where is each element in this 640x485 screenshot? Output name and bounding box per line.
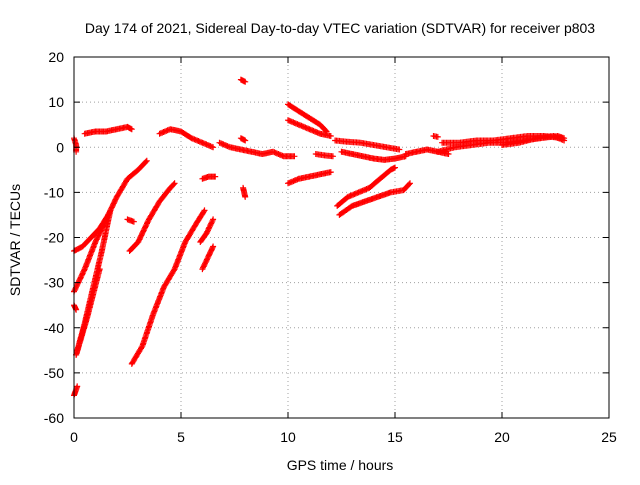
- data-point-markers: [156, 126, 217, 151]
- y-tick-label: -50: [44, 365, 64, 381]
- series-arc-14: [199, 243, 217, 273]
- x-tick-label: 15: [387, 429, 403, 445]
- data-point-markers: [71, 157, 150, 295]
- series-arc-11: [128, 207, 208, 367]
- data-point-markers: [81, 123, 135, 137]
- data-point-markers: [71, 302, 80, 313]
- series-arc-05: [71, 383, 81, 399]
- series-arc-06: [71, 302, 80, 313]
- y-tick-label: -20: [44, 230, 64, 246]
- data-point-markers: [197, 216, 217, 245]
- series-arc-17: [237, 76, 249, 85]
- series-arc-12: [156, 126, 217, 151]
- data-point-markers: [128, 207, 208, 367]
- series-arc-29: [430, 133, 441, 140]
- x-tick-label: 0: [70, 429, 78, 445]
- data-point-markers: [216, 139, 298, 160]
- series-arc-09: [126, 180, 178, 254]
- data-point-markers: [312, 151, 336, 160]
- series-arc-28: [402, 146, 452, 157]
- x-tick-label: 5: [177, 429, 185, 445]
- data-point-markers: [237, 135, 249, 144]
- series-arc-32: [499, 133, 568, 148]
- data-points-layer: [71, 76, 568, 399]
- y-tick-label: -10: [44, 184, 64, 200]
- x-tick-label: 10: [280, 429, 296, 445]
- data-point-markers: [430, 133, 441, 140]
- series-arc-25: [338, 148, 409, 163]
- series-arc-02: [71, 157, 150, 295]
- series-arc-27: [336, 180, 413, 218]
- y-tick-label: 0: [56, 139, 64, 155]
- y-axis-title: SDTVAR / TECUs: [7, 184, 23, 296]
- data-point-markers: [199, 173, 219, 182]
- series-arc-15: [199, 173, 219, 182]
- series-arc-18: [240, 184, 249, 200]
- data-point-markers: [124, 216, 137, 225]
- data-point-markers: [332, 137, 403, 153]
- series-arc-21: [285, 117, 334, 139]
- series-arc-24: [332, 137, 403, 153]
- data-point-markers: [71, 135, 80, 155]
- series-arc-16: [216, 139, 298, 160]
- data-point-markers: [285, 101, 330, 135]
- series-arc-13: [197, 216, 217, 245]
- ticks-layer: 0 5 10 15 20 25 -60 -50 -40 -30 -20 -10 0 10 20: [44, 49, 617, 445]
- data-point-markers: [237, 76, 249, 85]
- series-arc-22: [285, 169, 334, 187]
- series-arc-08: [81, 123, 135, 137]
- data-point-markers: [71, 383, 81, 399]
- data-point-markers: [199, 243, 217, 273]
- y-tick-label: 20: [48, 49, 64, 65]
- y-tick-label: 10: [48, 94, 64, 110]
- series-arc-26: [334, 164, 398, 209]
- data-point-markers: [240, 184, 249, 200]
- grid-layer: [74, 57, 609, 418]
- data-point-markers: [338, 148, 409, 163]
- data-point-markers: [285, 117, 334, 139]
- data-point-markers: [499, 133, 568, 148]
- data-point-markers: [334, 164, 398, 209]
- x-axis-title: GPS time / hours: [287, 457, 394, 473]
- y-tick-label: -30: [44, 275, 64, 291]
- series-arc-23: [312, 151, 336, 160]
- x-tick-label: 25: [601, 429, 617, 445]
- data-point-markers: [126, 180, 178, 254]
- y-tick-label: -40: [44, 320, 64, 336]
- series-arc-19: [237, 135, 249, 144]
- series-arc-04: [73, 266, 103, 358]
- series-arc-20: [285, 101, 330, 135]
- data-point-markers: [336, 180, 413, 218]
- x-tick-label: 20: [494, 429, 510, 445]
- chart-title: Day 174 of 2021, Sidereal Day-to-day VTE…: [85, 20, 595, 36]
- series-arc-10: [124, 216, 137, 225]
- y-tick-label: -60: [44, 410, 64, 426]
- data-point-markers: [73, 266, 103, 358]
- data-point-markers: [402, 146, 452, 157]
- data-point-markers: [285, 169, 334, 187]
- series-arc-07: [71, 135, 80, 155]
